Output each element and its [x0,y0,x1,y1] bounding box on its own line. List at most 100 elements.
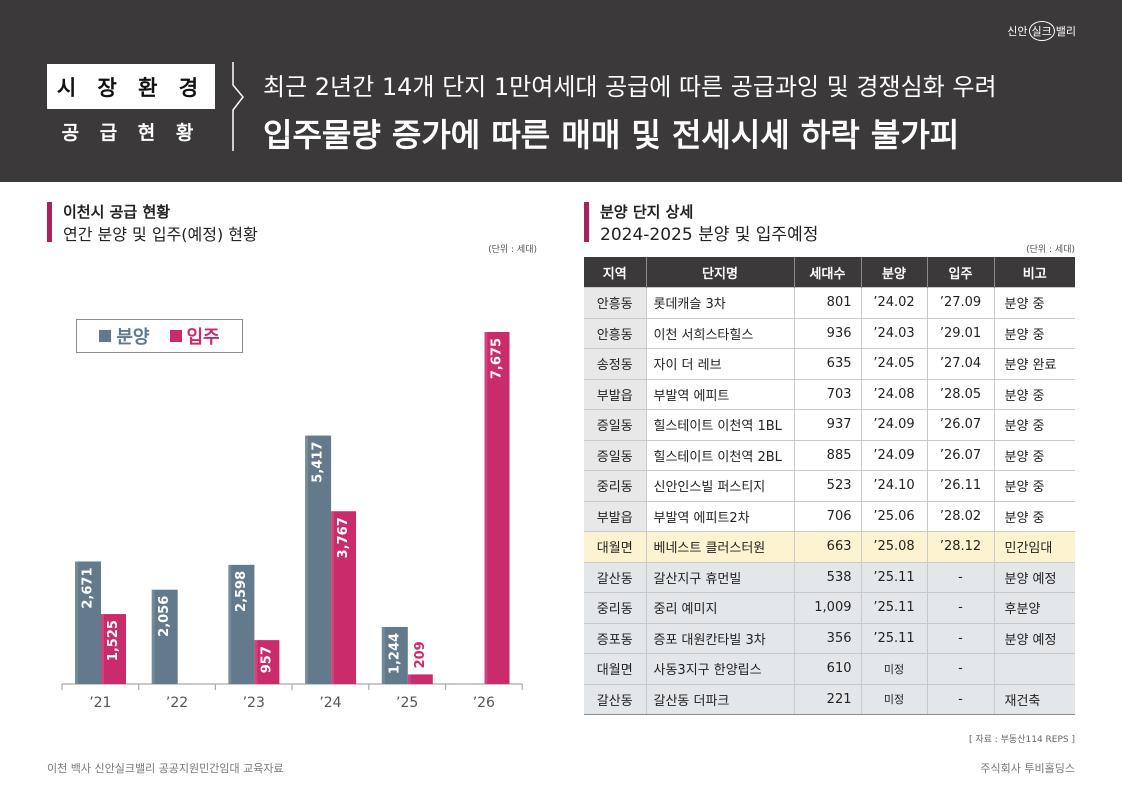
cell-move-in-date: ’27.09 [926,287,994,318]
bar-highlight [101,614,104,684]
cell-region: 송정동 [584,348,646,379]
bar-highlight [331,511,335,684]
table-row: 부발읍 부발역 에피트2차 706’25.06’28.02 분양 중 [584,500,1075,532]
value-label-presale: 2,056 [157,596,172,637]
cell-note: 분양 완료 [993,348,1075,379]
table-row: 증일동 힐스테이트 이천역 2BL 885’24.09’26.07 분양 중 [584,439,1075,471]
cell-presale-date: 미정 [860,653,927,684]
cell-complex-name: 이천 서희스타힐스 [645,317,794,349]
cell-presale-date: ’25.11 [860,592,927,623]
x-tick-label: ’25 [396,695,418,711]
cell-households: 523 [793,470,861,501]
cell-region: 대월면 [584,653,646,684]
value-label-move-in: 209 [413,641,428,668]
cell-region: 갈산동 [584,683,646,715]
value-label-move-in: 957 [259,646,274,673]
cell-region: 갈산동 [584,561,646,593]
cell-move-in-date: - [926,592,994,623]
cell-households: 538 [793,561,861,593]
bar-move-in-21 [101,614,126,684]
cell-region: 증포동 [584,622,646,654]
logo-text-ring: 실크 [1028,21,1055,41]
cell-move-in-date: - [926,683,994,715]
cell-households: 703 [793,378,861,410]
logo-text-start: 신안 [1007,25,1028,38]
bar-move-in-25 [407,674,433,684]
cell-complex-name: 힐스테이트 이천역 2BL [645,439,794,471]
bar-highlight [254,640,258,684]
cell-households: 610 [793,653,861,684]
logo-text-end: 밸리 [1055,25,1076,38]
table-title-accent [584,202,589,242]
bar-presale-22 [151,589,178,684]
legend-label-presale: 분양 [116,327,150,348]
value-label-move-in: 1,525 [106,620,121,661]
cell-move-in-date: - [926,622,994,654]
bar-highlight [484,332,488,684]
cell-households: 885 [793,439,861,471]
cell-complex-name: 부발역 에피트2차 [645,500,794,532]
table-row: 증일동 힐스테이트 이천역 1BL 937’24.09’26.07 분양 중 [584,409,1075,440]
section-subcategory: 공 급 현 황 [61,121,201,144]
bar-move-in-23 [254,640,280,684]
column-header-region: 지역 [584,257,646,288]
table-row: 안흥동 롯데캐슬 3차 801’24.02’27.09 분양 중 [584,287,1075,318]
column-header-households: 세대수 [793,257,861,288]
cell-presale-date: ’25.11 [860,561,927,593]
data-source: [ 자료 : 부동산114 REPS ] [968,735,1075,745]
value-label-presale: 2,598 [234,571,249,612]
cell-note: 분양 중 [993,378,1075,410]
x-tick-label: ’21 [89,695,111,711]
cell-households: 635 [793,348,861,379]
cell-complex-name: 부발역 에피트 [645,378,794,410]
column-header-note: 비고 [993,257,1075,288]
cell-move-in-date: ’26.11 [926,470,994,501]
table-title: 분양 단지 상세 [600,203,694,221]
cell-presale-date: ’24.10 [860,470,927,501]
cell-note [993,653,1075,684]
cell-presale-date: ’24.08 [860,378,927,410]
cell-note: 민간임대 [993,531,1075,562]
supply-bar-chart: 2,671 2,056 2,598 5,417 1,244 1,525 957 3,767 20… [61,332,523,711]
bar-highlight [407,674,411,684]
cell-complex-name: 갈산동 더파크 [645,683,794,715]
table-row: 대월면 사동3지구 한양립스 610 미정 - [584,653,1075,684]
chevron-divider-icon [232,62,244,151]
footer-document-label: 이천 백사 신안실크밸리 공공지원민간임대 교육자료 [47,762,284,775]
cell-presale-date: ’25.11 [860,622,927,654]
cell-presale-date: ’24.03 [860,317,927,349]
table-row: 중리동 신안인스빌 퍼스티지 523’24.10’26.11 분양 중 [584,470,1075,501]
value-label-presale: 1,244 [387,633,402,674]
cell-households: 706 [793,500,861,532]
cell-note: 분양 중 [993,470,1075,501]
bar-highlight [151,589,155,684]
cell-complex-name: 증포 대원칸타빌 3차 [645,622,794,654]
cell-region: 안흥동 [584,317,646,349]
legend-item-move-in: 입주 [169,323,220,349]
bar-presale-25 [381,626,408,684]
x-tick-label: ’24 [319,695,341,711]
cell-move-in-date: ’26.07 [926,439,994,471]
bar-highlight [305,435,309,684]
cell-move-in-date: - [926,561,994,593]
bar-presale-24 [305,435,332,684]
cell-note: 후분양 [993,592,1075,623]
footer-company: 주식회사 투비홀딩스 [980,762,1075,775]
table-subtitle: 2024-2025 분양 및 입주예정 [600,225,819,245]
cell-households: 221 [793,683,861,715]
cell-note: 분양 중 [993,500,1075,532]
complex-detail-table: 지역 단지명 세대수 분양 입주 비고 안흥동 롯데캐슬 3차 801’24.02’27.09… [584,257,1075,715]
legend-item-presale: 분양 [99,323,150,349]
value-label-move-in: 7,675 [490,338,505,379]
cell-presale-date: ’24.09 [860,409,927,440]
bar-presale-23 [228,564,255,684]
cell-households: 1,009 [793,592,861,623]
brand-logo: 신안 실크 밸리 [1007,21,1076,41]
table-row: 대월면 베네스트 클러스터원 663’25.08’28.12 민간임대 [584,531,1075,562]
cell-presale-date: ’24.05 [860,348,927,379]
cell-region: 대월면 [584,531,646,562]
cell-complex-name: 신안인스빌 퍼스티지 [645,470,794,501]
value-label-presale: 2,671 [81,567,96,608]
cell-region: 안흥동 [584,287,646,318]
value-label-presale: 5,417 [311,442,326,483]
